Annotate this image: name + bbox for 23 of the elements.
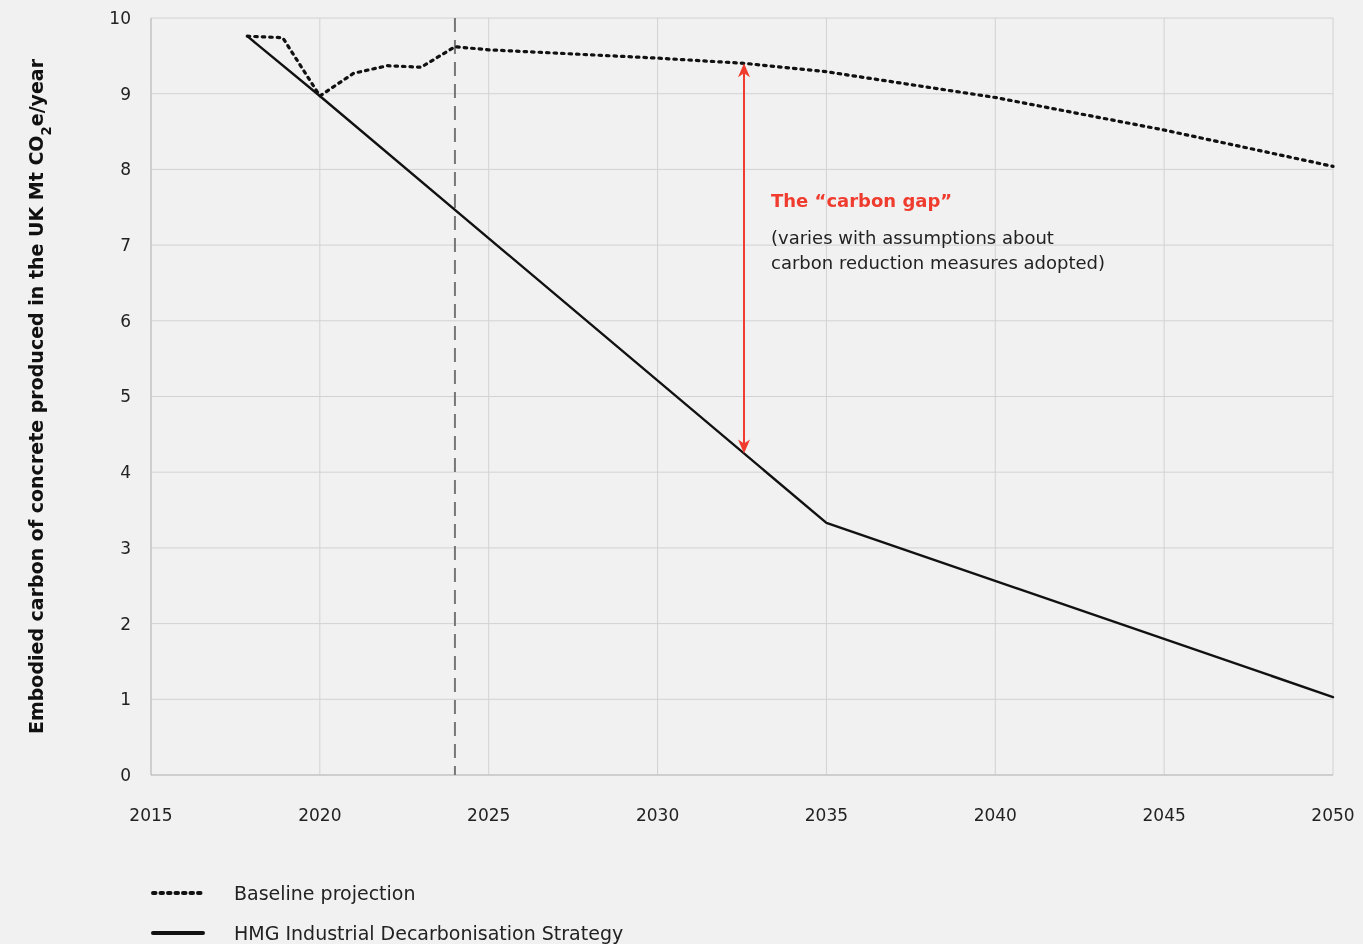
y-tick-label: 5 [120, 386, 131, 407]
annotation: The “carbon gap” [771, 190, 953, 211]
y-tick-label: 0 [120, 764, 131, 785]
y-tick-label: 10 [109, 7, 131, 28]
x-tick-label: 2045 [1142, 805, 1186, 825]
annotation: (varies with assumptions about carbon reduction measures adopted) [771, 227, 1105, 273]
x-tick-label: 2030 [635, 805, 680, 825]
x-tick-label: 2025 [467, 805, 511, 825]
y-tick-label: 1 [120, 689, 131, 710]
legend-label: HMG Industrial Decarbonisation Strategy [234, 921, 624, 944]
y-tick-label: 3 [120, 537, 131, 558]
y-tick-label: 6 [120, 310, 131, 331]
x-tick-label: 2015 [129, 805, 173, 825]
y-tick-label: 2 [120, 613, 131, 634]
y-tick-label: 8 [120, 159, 131, 180]
x-tick-label: 2050 [1311, 805, 1355, 825]
x-tick-label: 2040 [973, 805, 1017, 825]
y-tick-label: 9 [120, 83, 131, 104]
legend-label: Baseline projection [234, 881, 416, 904]
x-tick-label: 2035 [804, 805, 849, 825]
y-tick-label: 4 [120, 462, 131, 483]
y-tick-label: 7 [120, 235, 131, 256]
x-tick-label: 2020 [298, 805, 342, 825]
